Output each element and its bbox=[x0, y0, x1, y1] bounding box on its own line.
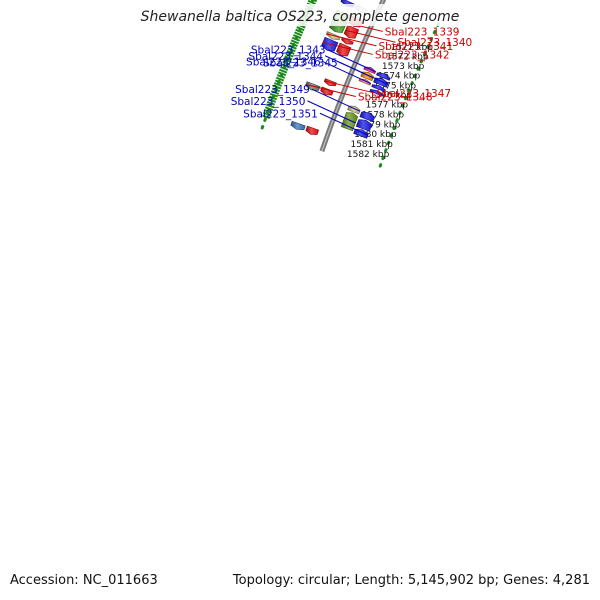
gene-label-leader bbox=[322, 61, 371, 84]
gene-label: Sbal223_1347 bbox=[376, 88, 451, 100]
tick-mark bbox=[273, 82, 283, 87]
tick-mark bbox=[262, 114, 271, 120]
tick-mark bbox=[269, 92, 279, 98]
tick-label: 1582 kbp bbox=[347, 150, 390, 160]
gene-label-leader bbox=[339, 61, 388, 85]
tick-mark bbox=[296, 26, 305, 32]
tick-mark bbox=[275, 76, 285, 82]
gene-label: Sbal223_1348 bbox=[358, 92, 433, 104]
tick-mark bbox=[266, 100, 276, 106]
gene-arrow-g11 bbox=[373, 77, 389, 88]
tick-mark bbox=[287, 47, 296, 53]
tick-mark bbox=[295, 28, 304, 34]
gene-label: Sbal223_1339 bbox=[385, 26, 460, 38]
gene-arrow-g21 bbox=[355, 119, 373, 132]
map-title: Shewanella baltica OS223, complete genom… bbox=[140, 9, 460, 25]
gene-label: Sbal223_1346 bbox=[246, 57, 321, 69]
tick-mark bbox=[279, 68, 288, 74]
gene-label-leader bbox=[305, 84, 356, 97]
gene-label: Sbal223_1342 bbox=[375, 49, 450, 61]
gene-arrow-g8 bbox=[363, 66, 377, 75]
tick-mark bbox=[272, 84, 282, 90]
gene-arrow-g22 bbox=[353, 128, 369, 139]
tick-label: 1580 kbp bbox=[354, 130, 397, 140]
gene-arrow-g9 bbox=[376, 72, 391, 81]
gene-arrow-g19 bbox=[359, 111, 376, 123]
tick-mark bbox=[262, 111, 272, 117]
tick-mark bbox=[271, 87, 281, 93]
tick-mark bbox=[283, 58, 292, 63]
gene-label-leader bbox=[307, 100, 356, 124]
gene-label: Sbal223_1350 bbox=[231, 96, 306, 108]
tick-mark bbox=[285, 52, 294, 58]
tick-mark bbox=[289, 42, 298, 47]
gene-label-leader bbox=[326, 33, 377, 47]
gene-label: Sbal223_1344 bbox=[248, 51, 323, 63]
tick-mark bbox=[264, 106, 274, 111]
gene-label-leader bbox=[319, 112, 369, 136]
inner-dotted-track bbox=[377, 22, 440, 173]
gene-label-leader bbox=[322, 41, 373, 55]
gene-arrow-g13 bbox=[371, 84, 386, 93]
gene-arrow-g20 bbox=[340, 112, 359, 132]
tick-label: 1574 kbp bbox=[378, 72, 421, 82]
gene-label: Sbal223_1345 bbox=[263, 57, 338, 69]
tick-mark bbox=[288, 44, 297, 50]
gene-arrow-g12 bbox=[358, 78, 372, 86]
tick-mark bbox=[265, 103, 275, 109]
tick-label: 1576 kbp bbox=[370, 91, 413, 101]
tick-mark bbox=[274, 79, 284, 85]
tick-label: 1577 kbp bbox=[366, 101, 409, 111]
tick-label: 1581 kbp bbox=[350, 140, 393, 150]
tick-label: 1579 kbp bbox=[358, 120, 401, 130]
tick-mark bbox=[267, 98, 277, 103]
gene-label-leader bbox=[324, 80, 375, 94]
gene-arrow-g6 bbox=[336, 42, 352, 57]
tick-mark bbox=[263, 109, 273, 114]
tick-mark bbox=[307, 0, 316, 5]
tick-mark bbox=[282, 60, 291, 66]
accession-label: Accession: NC_011663 bbox=[10, 573, 158, 588]
gene-label: Sbal223_1340 bbox=[397, 37, 472, 49]
tick-mark bbox=[311, 0, 318, 3]
tick-mark bbox=[281, 63, 290, 69]
gene-label: Sbal223_1351 bbox=[243, 108, 318, 120]
topology-label: Topology: circular; Length: 5,145,902 bp… bbox=[232, 573, 590, 588]
tick-mark bbox=[293, 34, 302, 40]
tick-mark bbox=[290, 39, 299, 45]
tick-mark bbox=[280, 66, 289, 71]
tick-label: 1575 kbp bbox=[374, 81, 417, 91]
gene-label: Sbal223_1341 bbox=[378, 41, 453, 53]
tick-mark bbox=[291, 36, 301, 42]
tick-label: 1578 kbp bbox=[362, 111, 405, 121]
gene-label: Sbal223_1343 bbox=[251, 45, 326, 57]
tick-mark bbox=[278, 71, 287, 77]
tick-mark bbox=[276, 74, 286, 79]
title-backdrop bbox=[140, 4, 460, 26]
tick-label: 1571 kbp bbox=[391, 43, 434, 53]
tick-mark bbox=[284, 55, 293, 61]
gene-label-leader bbox=[345, 29, 396, 43]
gene-label: Sbal223_1349 bbox=[235, 84, 310, 96]
tick-mark bbox=[286, 50, 295, 55]
gene-label-leader bbox=[311, 88, 361, 112]
gene-arrow-g24 bbox=[290, 120, 306, 131]
tick-mark bbox=[268, 95, 278, 101]
tick-label: 1572 kbp bbox=[386, 52, 429, 62]
tick-label: 1573 kbp bbox=[382, 62, 425, 72]
tick-mark bbox=[294, 31, 303, 37]
tick-mark bbox=[270, 90, 280, 95]
gene-arrow-g23 bbox=[305, 125, 320, 135]
gene-label-leader bbox=[327, 49, 376, 73]
